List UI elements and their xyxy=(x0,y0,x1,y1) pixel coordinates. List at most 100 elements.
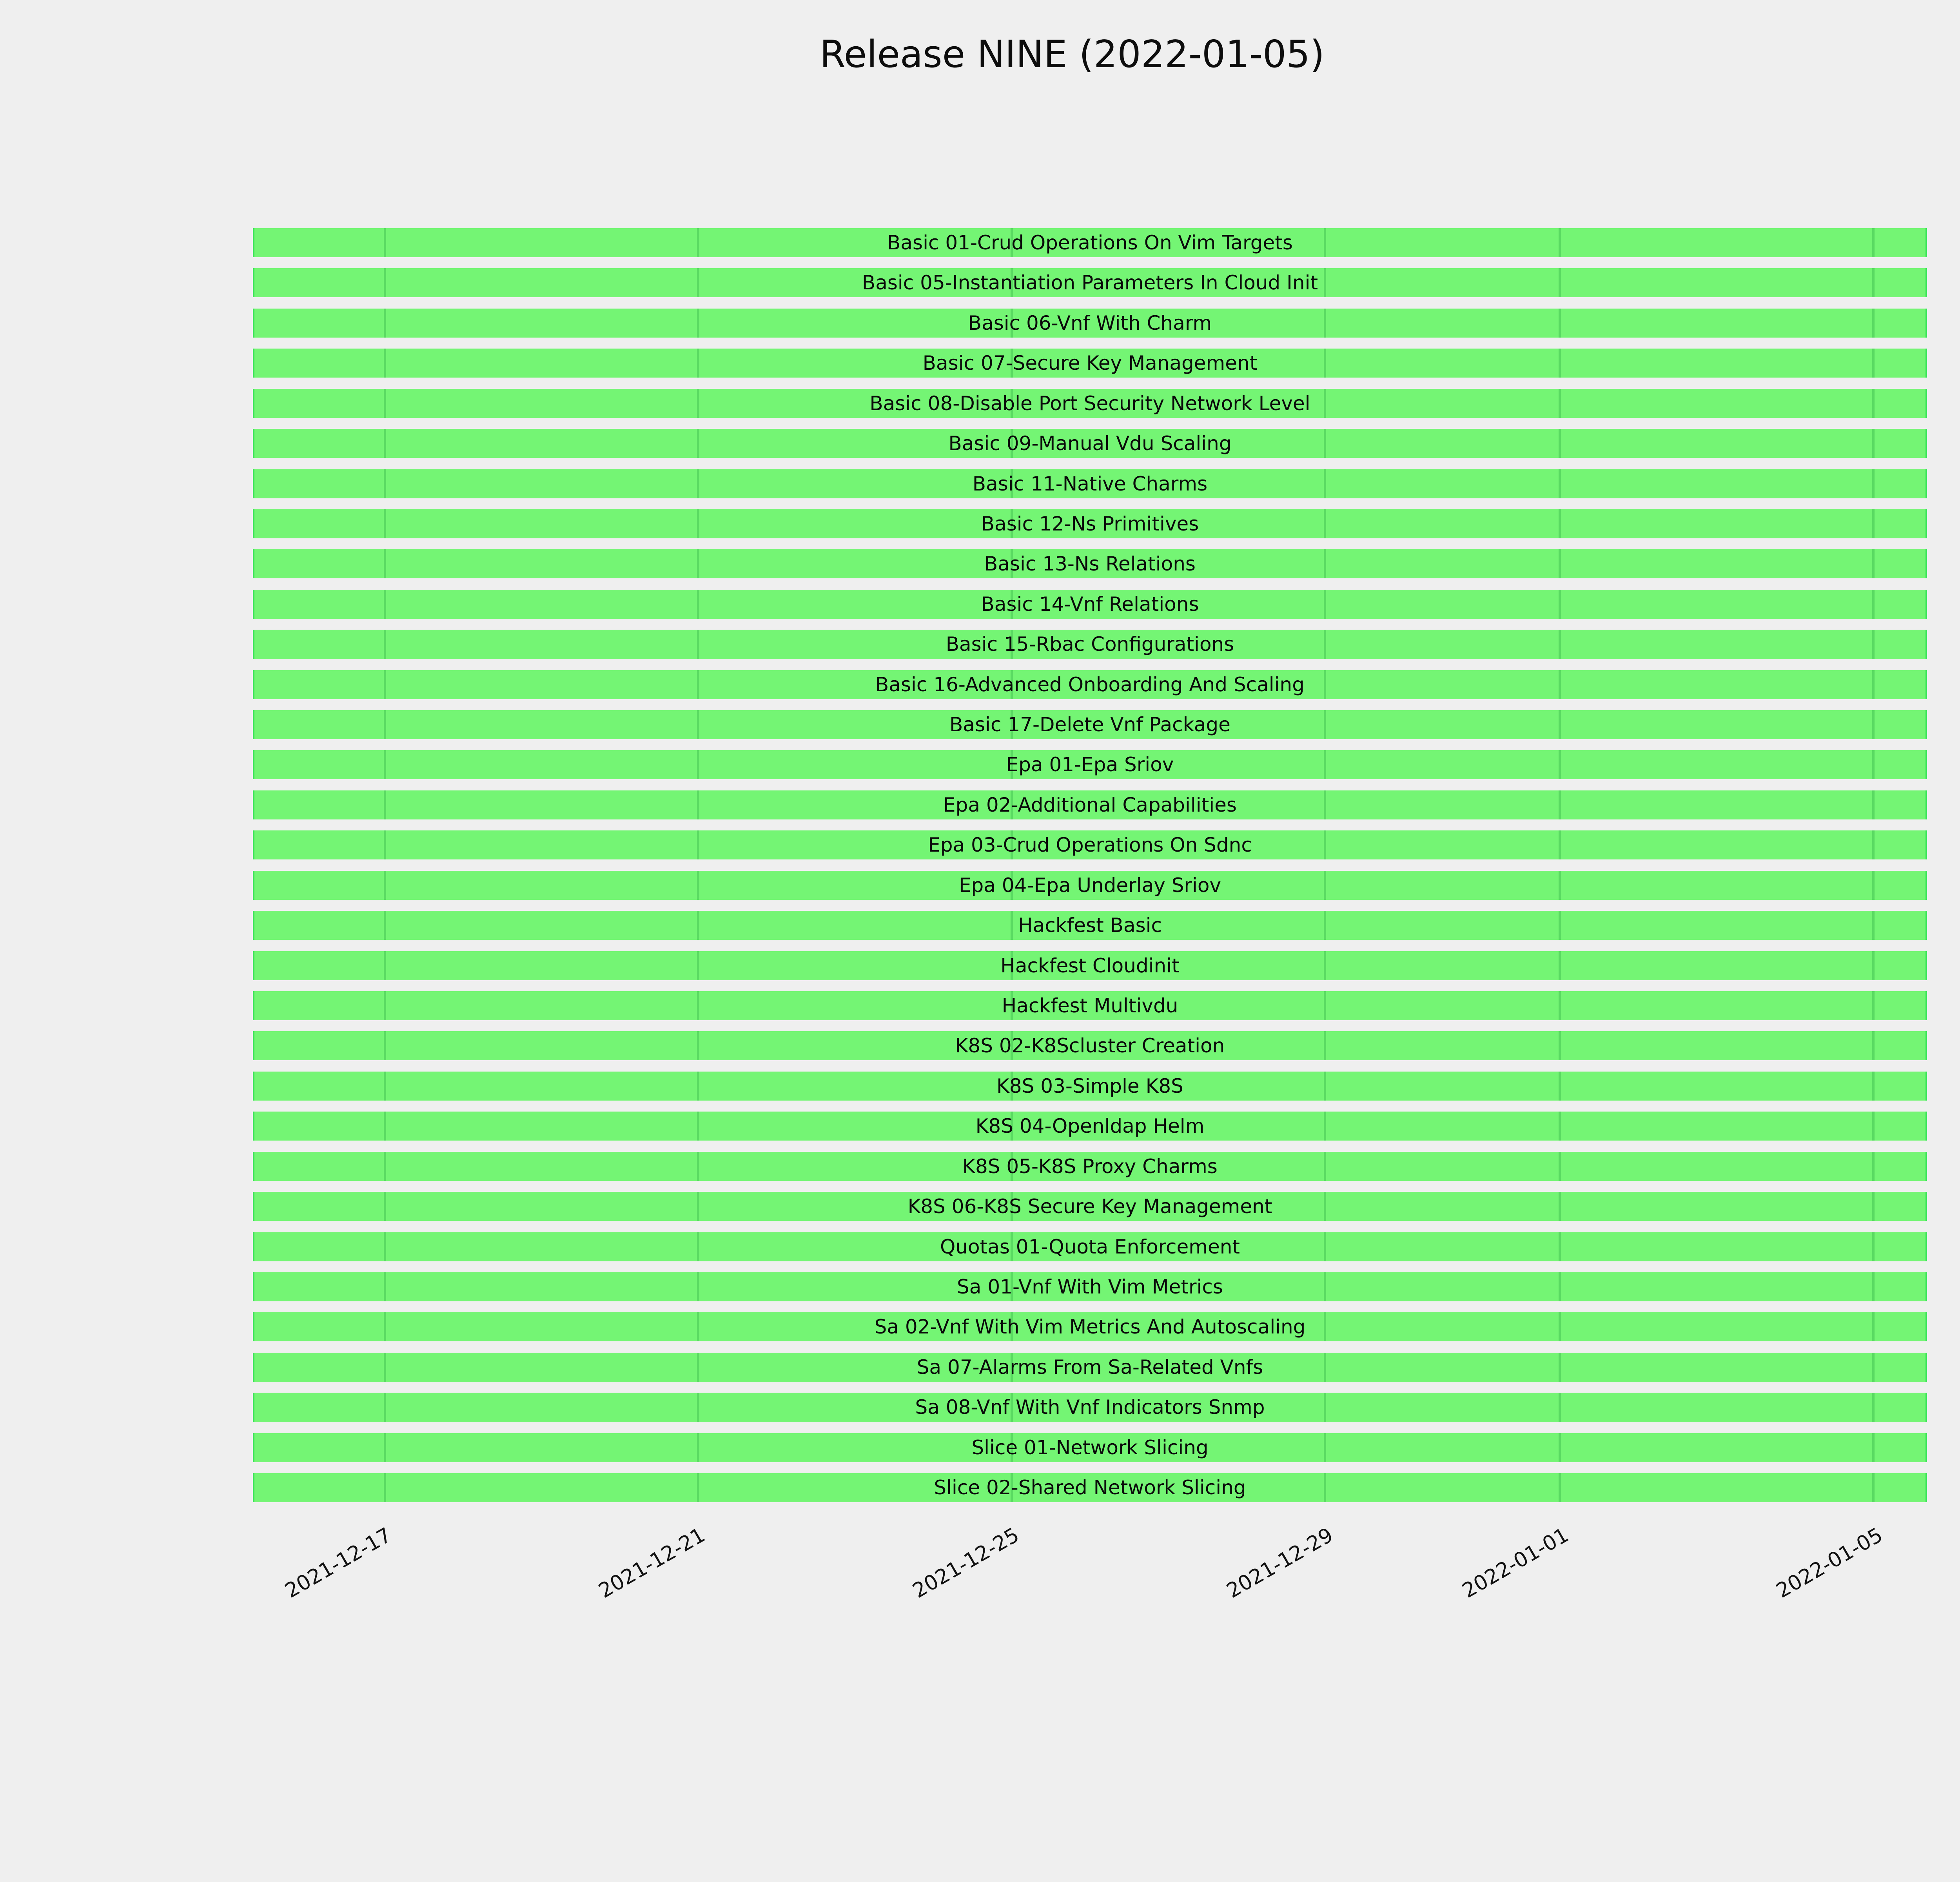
gantt-bar-label: K8S 06-K8S Secure Key Management xyxy=(907,1195,1272,1218)
gridline-on-bar xyxy=(697,349,700,378)
gridline-on-bar xyxy=(1559,1072,1561,1101)
gridline-on-bar xyxy=(1559,1312,1561,1341)
gridline-on-bar xyxy=(1323,750,1326,779)
gridline-on-bar xyxy=(697,1152,700,1181)
gridline-on-bar xyxy=(1559,1112,1561,1141)
gridline-on-bar xyxy=(1872,389,1875,418)
gridline-on-bar xyxy=(1872,228,1875,257)
gantt-bar-label: Basic 01-Crud Operations On Vim Targets xyxy=(887,231,1293,254)
gridline-on-bar xyxy=(1323,429,1326,458)
gridline-on-bar xyxy=(1010,871,1013,900)
gridline-on-bar xyxy=(697,590,700,619)
gridline-on-bar xyxy=(1323,1072,1326,1101)
gantt-bar: Sa 02-Vnf With Vim Metrics And Autoscali… xyxy=(253,1312,1927,1341)
gridline-on-bar xyxy=(1872,1353,1875,1382)
gridline-on-bar xyxy=(384,469,387,498)
gridline-on-bar xyxy=(1323,1272,1326,1301)
gantt-bar-area: Basic 01-Crud Operations On Vim Targets B… xyxy=(253,228,1927,1506)
gantt-bar: Hackfest Multivdu xyxy=(253,991,1927,1020)
gridline-on-bar xyxy=(697,830,700,859)
x-axis-tick-label: 2021-12-21 xyxy=(595,1523,709,1603)
gridline-on-bar xyxy=(1872,1152,1875,1181)
gridline-on-bar xyxy=(1010,389,1013,418)
gridline-on-bar xyxy=(1010,1152,1013,1181)
gridline-on-bar xyxy=(697,1433,700,1462)
gridline-on-bar xyxy=(1559,991,1561,1020)
gridline-on-bar xyxy=(1010,228,1013,257)
gridline-on-bar xyxy=(697,1393,700,1422)
gridline-on-bar xyxy=(1872,469,1875,498)
gantt-bar: Hackfest Cloudinit xyxy=(253,951,1927,980)
gridline-on-bar xyxy=(1010,710,1013,739)
gridline-on-bar xyxy=(384,951,387,980)
gridline-on-bar xyxy=(1872,670,1875,699)
gridline-on-bar xyxy=(1559,1031,1561,1060)
gridline-on-bar xyxy=(1010,1031,1013,1060)
gridline-on-bar xyxy=(1010,1112,1013,1141)
gantt-bar-label: Hackfest Multivdu xyxy=(1002,994,1178,1017)
gridline-on-bar xyxy=(1872,750,1875,779)
gridline-on-bar xyxy=(384,1272,387,1301)
gridline-on-bar xyxy=(1323,790,1326,819)
gantt-bar: Basic 12-Ns Primitives xyxy=(253,509,1927,538)
gridline-on-bar xyxy=(1872,549,1875,578)
gantt-bar-label: K8S 03-Simple K8S xyxy=(996,1075,1183,1097)
gantt-bar-label: Sa 08-Vnf With Vnf Indicators Snmp xyxy=(915,1396,1265,1419)
gantt-bar-label: K8S 02-K8Scluster Creation xyxy=(955,1034,1225,1057)
gridline-on-bar xyxy=(1559,830,1561,859)
gantt-bar: Slice 02-Shared Network Slicing xyxy=(253,1473,1927,1502)
gridline-on-bar xyxy=(1872,268,1875,297)
gridline-on-bar xyxy=(1559,549,1561,578)
gantt-bar-label: Epa 03-Crud Operations On Sdnc xyxy=(928,834,1252,856)
gridline-on-bar xyxy=(384,1192,387,1221)
gridline-on-bar xyxy=(1323,670,1326,699)
gridline-on-bar xyxy=(384,750,387,779)
gridline-on-bar xyxy=(697,389,700,418)
gridline-on-bar xyxy=(697,1312,700,1341)
gridline-on-bar xyxy=(1872,1433,1875,1462)
gantt-bar-label: Sa 01-Vnf With Vim Metrics xyxy=(957,1275,1223,1298)
gridline-on-bar xyxy=(1323,1393,1326,1422)
gridline-on-bar xyxy=(1872,830,1875,859)
gridline-on-bar xyxy=(1323,1031,1326,1060)
gridline-on-bar xyxy=(1010,429,1013,458)
gridline-on-bar xyxy=(697,1031,700,1060)
gridline-on-bar xyxy=(1872,1312,1875,1341)
gantt-bar: Epa 01-Epa Sriov xyxy=(253,750,1927,779)
gridline-on-bar xyxy=(1323,991,1326,1020)
gridline-on-bar xyxy=(1010,790,1013,819)
gantt-bar: Basic 06-Vnf With Charm xyxy=(253,309,1927,338)
gridline-on-bar xyxy=(1559,790,1561,819)
gantt-bar-label: Basic 07-Secure Key Management xyxy=(922,352,1258,374)
gridline-on-bar xyxy=(384,830,387,859)
gridline-on-bar xyxy=(384,1232,387,1261)
gridline-on-bar xyxy=(384,1433,387,1462)
gridline-on-bar xyxy=(1010,590,1013,619)
gantt-bar: Basic 09-Manual Vdu Scaling xyxy=(253,429,1927,458)
gridline-on-bar xyxy=(1323,1433,1326,1462)
gridline-on-bar xyxy=(1872,1232,1875,1261)
gridline-on-bar xyxy=(697,1473,700,1502)
gridline-on-bar xyxy=(1323,509,1326,538)
gridline-on-bar xyxy=(1010,469,1013,498)
gridline-on-bar xyxy=(384,349,387,378)
gridline-on-bar xyxy=(1323,630,1326,659)
gridline-on-bar xyxy=(384,670,387,699)
gridline-on-bar xyxy=(1323,710,1326,739)
gantt-bar: K8S 03-Simple K8S xyxy=(253,1072,1927,1101)
gridline-on-bar xyxy=(1559,268,1561,297)
gantt-bar: Basic 01-Crud Operations On Vim Targets xyxy=(253,228,1927,257)
gridline-on-bar xyxy=(384,790,387,819)
gridline-on-bar xyxy=(1323,1112,1326,1141)
gridline-on-bar xyxy=(1323,228,1326,257)
gantt-bar: Sa 08-Vnf With Vnf Indicators Snmp xyxy=(253,1393,1927,1422)
gridline-on-bar xyxy=(1010,750,1013,779)
gridline-on-bar xyxy=(1872,1272,1875,1301)
gridline-on-bar xyxy=(1010,1353,1013,1382)
gridline-on-bar xyxy=(697,670,700,699)
x-axis-tick-label: 2021-12-25 xyxy=(909,1523,1023,1603)
gantt-bar: Basic 05-Instantiation Parameters In Clo… xyxy=(253,268,1927,297)
gantt-bar-label: Basic 14-Vnf Relations xyxy=(981,593,1199,616)
gantt-bar-label: Epa 04-Epa Underlay Sriov xyxy=(958,874,1221,897)
gantt-bar: Basic 17-Delete Vnf Package xyxy=(253,710,1927,739)
